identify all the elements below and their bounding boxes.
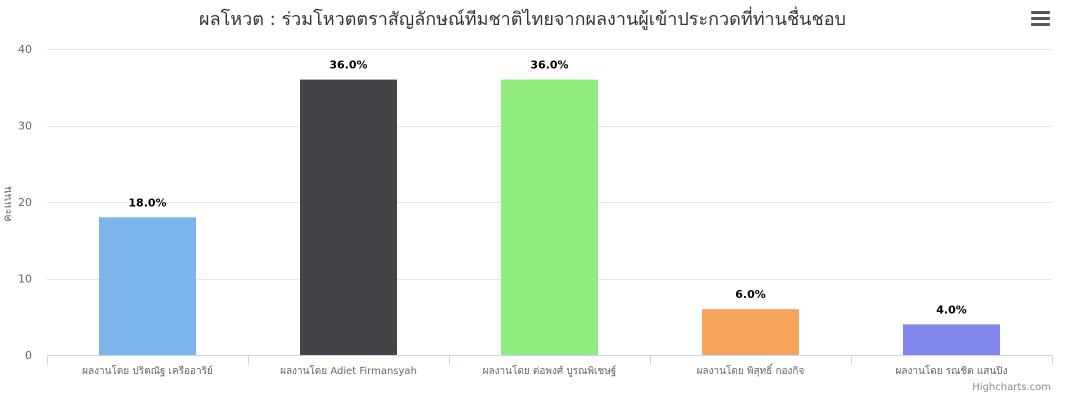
- y-tick-label: 30: [18, 120, 32, 133]
- x-tick-label: ผลงานโดย พิสุทธิ์ กองกิจ: [697, 363, 805, 377]
- x-tick-label: ผลงานโดย ปริตณัฐ เครืออาริย์: [82, 364, 213, 377]
- chart-title: ผลโหวต : ร่วมโหวตตราสัญลักษณ์ทีมชาติไทยจ…: [199, 9, 846, 30]
- data-label: 4.0%: [936, 303, 967, 316]
- data-label: 36.0%: [329, 59, 367, 72]
- y-tick-label: 20: [18, 196, 32, 209]
- data-label: 6.0%: [735, 288, 766, 301]
- bar[interactable]: [903, 324, 1000, 355]
- bar[interactable]: [99, 217, 196, 355]
- bar[interactable]: [300, 79, 397, 355]
- bar[interactable]: [702, 309, 799, 355]
- y-tick-label: 40: [18, 43, 32, 56]
- data-label: 36.0%: [530, 59, 568, 72]
- y-tick-label: 10: [18, 273, 32, 286]
- x-tick-label: ผลงานโดย รณชิต แสนปิง: [896, 364, 1008, 377]
- data-label: 18.0%: [128, 196, 166, 209]
- x-tick-label: ผลงานโดย Adiet Firmansyah: [280, 364, 417, 377]
- hamburger-menu-icon[interactable]: [1031, 11, 1050, 27]
- x-tick-label: ผลงานโดย ต่อพงศ์ บูรณพิเชษฐ์: [483, 364, 617, 377]
- credits-link[interactable]: Highcharts.com: [972, 382, 1051, 393]
- bar[interactable]: [501, 79, 598, 355]
- y-tick-label: 0: [25, 349, 32, 362]
- y-axis-title: คะแนน: [1, 186, 14, 222]
